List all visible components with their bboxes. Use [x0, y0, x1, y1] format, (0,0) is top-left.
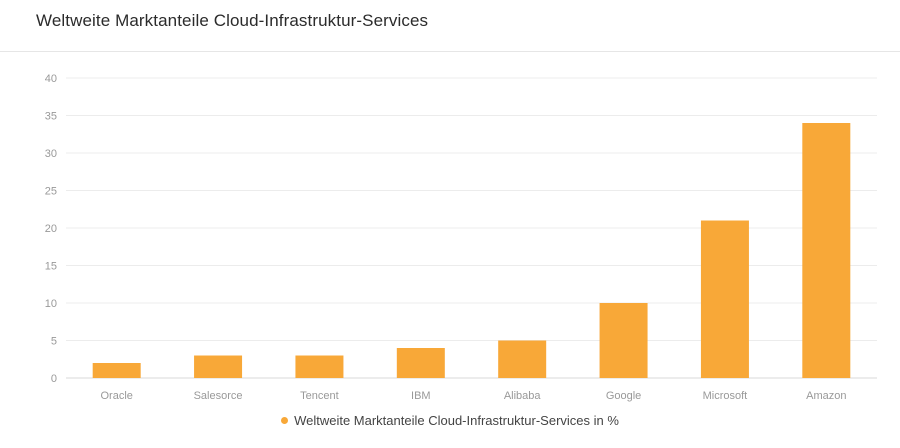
x-tick-label: Oracle [100, 390, 132, 402]
legend-label: Weltweite Marktanteile Cloud-Infrastrukt… [294, 413, 619, 428]
x-tick-label: Salesorce [194, 390, 243, 402]
bar-alibaba[interactable] [498, 340, 547, 379]
bar-salesorce[interactable] [194, 355, 243, 379]
y-tick-label: 35 [45, 111, 57, 123]
chart-header: Weltweite Marktanteile Cloud-Infrastrukt… [0, 0, 900, 52]
y-tick-label: 5 [51, 336, 57, 348]
x-tick-label: Google [606, 390, 641, 402]
y-tick-label: 25 [45, 186, 57, 198]
bar-microsoft[interactable] [700, 220, 749, 379]
bar-amazon[interactable] [802, 123, 851, 378]
y-tick-label: 15 [45, 261, 57, 273]
chart-legend[interactable]: Weltweite Marktanteile Cloud-Infrastrukt… [0, 413, 900, 428]
bar-google[interactable] [599, 303, 648, 378]
x-tick-label: Alibaba [504, 390, 542, 402]
x-tick-label: Amazon [806, 390, 846, 402]
y-tick-label: 10 [45, 298, 57, 310]
bar-tencent[interactable] [295, 355, 344, 379]
x-tick-label: Tencent [300, 390, 339, 402]
x-tick-label: IBM [411, 390, 431, 402]
legend-marker [281, 417, 289, 425]
y-tick-label: 30 [45, 148, 57, 160]
y-tick-label: 20 [45, 223, 57, 235]
x-tick-label: Microsoft [703, 390, 748, 402]
y-tick-label: 0 [51, 373, 57, 385]
y-tick-label: 40 [45, 73, 57, 85]
bar-ibm[interactable] [396, 348, 445, 378]
chart-title: Weltweite Marktanteile Cloud-Infrastrukt… [36, 11, 429, 30]
bar-oracle[interactable] [92, 363, 141, 378]
